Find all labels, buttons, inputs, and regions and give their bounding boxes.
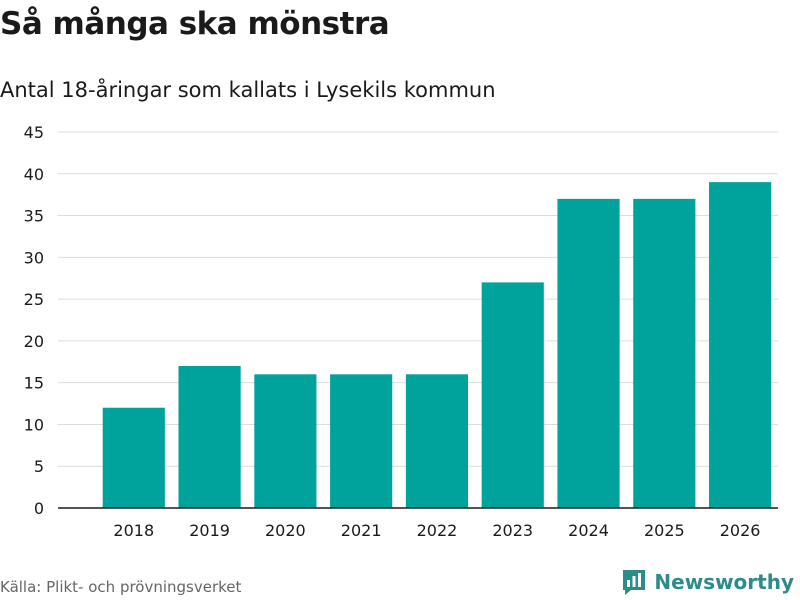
bar-2024 [557,198,620,508]
bar-2020 [254,374,317,508]
chart-title: Så många ska mönstra [0,6,390,42]
x-tick-label-2025: 2025 [644,521,685,540]
y-tick-label-20: 20 [24,332,44,351]
bar-2019 [178,365,241,508]
bar-2022 [405,374,469,508]
brand-logo: Newsworthy [621,568,794,596]
x-tick-label-2021: 2021 [341,521,382,540]
x-tick-labels: 2018 2019 2020 2021 2022 2023 2024 2025 2026 [113,521,760,540]
x-tick-label-2022: 2022 [417,521,458,540]
y-tick-label-45: 45 [24,123,44,142]
y-tick-label-0: 0 [34,499,44,518]
bar-chart-speech-icon [623,570,646,595]
y-tick-label-5: 5 [34,457,44,476]
x-tick-label-2019: 2019 [189,521,230,540]
x-tick-label-2018: 2018 [113,521,154,540]
chart-subtitle: Antal 18-åringar som kallats i Lysekils … [0,78,496,102]
source-note: Källa: Plikt- och prövningsverket [0,578,242,596]
x-tick-label-2020: 2020 [265,521,306,540]
x-tick-label-2023: 2023 [492,521,533,540]
y-tick-label-25: 25 [24,290,44,309]
x-tick-label-2026: 2026 [720,521,761,540]
y-tick-label-35: 35 [24,207,44,226]
bars [102,182,772,508]
y-tick-labels: 0 5 10 15 20 25 30 35 40 45 [24,123,44,518]
y-tick-label-10: 10 [24,415,44,434]
bar-2018 [102,407,165,508]
bar-2021 [330,374,393,508]
y-tick-label-40: 40 [24,165,44,184]
y-tick-label-30: 30 [24,248,44,267]
bar-2025 [633,198,696,508]
bar-2023 [481,282,544,508]
brand-name: Newsworthy [654,570,794,594]
x-tick-label-2024: 2024 [568,521,609,540]
y-tick-label-15: 15 [24,374,44,393]
bar-2026 [709,182,772,508]
